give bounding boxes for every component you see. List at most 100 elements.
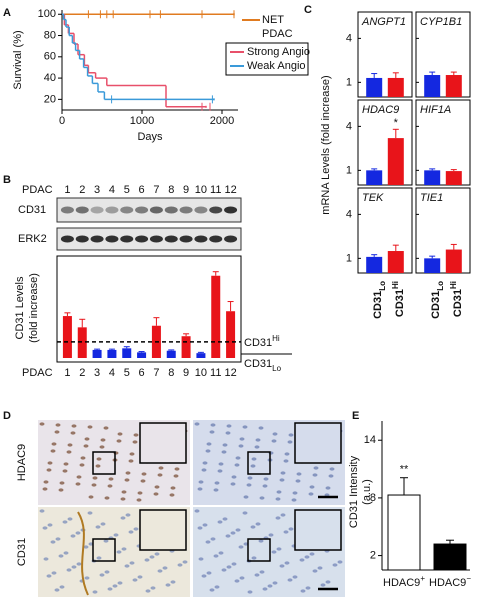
y-tick-label: 20 — [44, 93, 56, 105]
nucleus — [58, 488, 64, 492]
nucleus — [128, 459, 134, 463]
nucleus — [234, 579, 240, 583]
blot-band — [105, 206, 119, 214]
panel-letter: E — [352, 410, 359, 422]
nucleus — [287, 578, 293, 582]
inset — [294, 422, 342, 464]
nucleus — [104, 496, 110, 500]
lane-label: 11 — [210, 184, 221, 196]
label: CD31Hi — [448, 281, 463, 317]
y-axis-label: Survival (%) — [12, 30, 24, 89]
label: HDAC9− — [429, 574, 471, 589]
inset-source — [247, 451, 271, 475]
nucleus — [108, 477, 114, 481]
nucleus — [205, 449, 211, 453]
label: CD31Hi — [390, 281, 405, 317]
bar — [445, 249, 462, 273]
nucleus — [84, 576, 90, 580]
y-axis-label: CD31 Intensity — [348, 455, 360, 528]
y-tick-label: 4 — [346, 208, 352, 220]
nucleus — [231, 475, 237, 479]
blot-row-label: ERK2 — [18, 233, 47, 245]
y-tick-label: 1 — [346, 164, 352, 176]
nucleus — [291, 498, 297, 502]
annotation: ** — [400, 464, 409, 476]
nucleus — [42, 526, 48, 530]
nucleus — [275, 497, 281, 501]
nucleus — [55, 423, 61, 427]
nucleus — [254, 445, 260, 449]
nucleus — [284, 561, 290, 565]
label-script: Lo — [436, 281, 445, 291]
lane-label: 9 — [183, 184, 189, 196]
label-script: + — [420, 574, 425, 583]
nucleus — [43, 480, 49, 484]
panel-title: TIE1 — [420, 192, 443, 204]
label: CD31Lo — [372, 281, 387, 319]
bar — [424, 75, 441, 97]
nucleus — [137, 491, 143, 495]
bar — [122, 348, 132, 358]
label-main: CD31 — [372, 291, 384, 319]
bar — [366, 77, 383, 97]
label-main: CD31 — [244, 337, 272, 349]
label-script: Hi — [272, 334, 280, 343]
x-tick-label: 9 — [183, 367, 189, 379]
label-main: CD31 — [244, 358, 272, 370]
y-axis-label: (a.u.) — [361, 479, 373, 505]
nucleus — [137, 575, 143, 579]
nucleus — [214, 585, 220, 589]
nucleus — [255, 438, 261, 442]
y-tick-label: 100 — [38, 8, 56, 20]
inset — [294, 509, 342, 551]
nucleus — [247, 590, 253, 594]
nucleus — [95, 525, 101, 529]
bar — [366, 170, 383, 185]
nucleus — [222, 517, 228, 521]
nucleus — [254, 573, 260, 577]
nucleus — [275, 516, 281, 520]
nucleus — [54, 588, 60, 592]
nucleus — [154, 485, 160, 489]
nucleus — [262, 587, 268, 591]
nucleus — [91, 483, 97, 487]
panel-title: TEK — [362, 192, 384, 204]
nucleus — [202, 523, 208, 527]
blot-band — [209, 206, 223, 214]
nucleus — [87, 425, 93, 429]
nucleus — [153, 492, 159, 496]
nucleus — [157, 473, 163, 477]
nucleus — [332, 563, 338, 567]
bar — [62, 316, 72, 358]
panel-frame — [357, 99, 413, 186]
label-main: HDAC9 — [429, 577, 466, 589]
nucleus — [309, 552, 315, 556]
panel-frame — [415, 11, 471, 98]
bar — [211, 275, 221, 358]
lane-label: 6 — [139, 184, 145, 196]
bar — [181, 336, 191, 358]
nucleus — [308, 492, 314, 496]
nucleus — [71, 565, 77, 569]
nucleus — [116, 439, 122, 443]
lane-label: 3 — [94, 184, 100, 196]
nucleus — [47, 461, 53, 465]
nucleus — [63, 551, 69, 555]
nucleus — [194, 422, 200, 426]
blot-band — [149, 206, 163, 214]
inset — [139, 509, 187, 551]
nucleus — [225, 534, 231, 538]
nucleus — [238, 545, 244, 549]
nucleus — [197, 526, 203, 530]
nucleus — [262, 484, 268, 488]
blot-band — [90, 235, 104, 243]
label-script: Lo — [378, 281, 387, 291]
y-tick-label: 2 — [370, 549, 376, 561]
nucleus — [296, 472, 302, 476]
nucleus — [209, 430, 215, 434]
nucleus — [76, 475, 82, 479]
nucleus — [124, 564, 130, 568]
nucleus — [217, 520, 223, 524]
nucleus — [58, 554, 64, 558]
x-axis-label: Days — [137, 131, 163, 143]
